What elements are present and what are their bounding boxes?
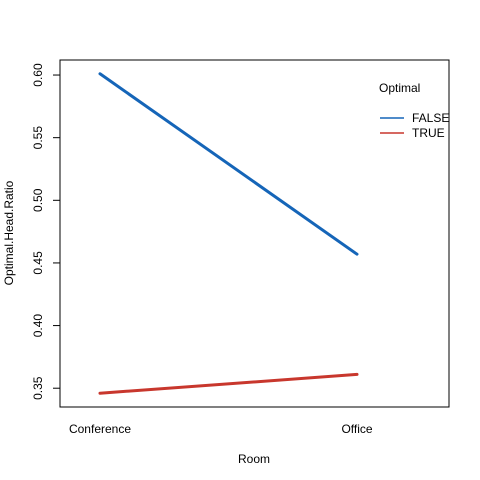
- y-tick-label: 0.55: [31, 126, 45, 150]
- x-axis-title: Room: [238, 452, 270, 466]
- legend-title: Optimal: [379, 81, 420, 95]
- y-tick-label: 0.35: [31, 376, 45, 400]
- series-lines: [98, 72, 359, 395]
- legend-label-false: FALSE: [412, 111, 449, 125]
- x-tick-label-conference: Conference: [69, 422, 131, 436]
- legend-label-true: TRUE: [412, 126, 445, 140]
- y-tick-label: 0.40: [31, 314, 45, 338]
- y-tick-label: 0.45: [31, 251, 45, 275]
- y-axis: 0.35 0.40 0.45 0.50 0.55 0.60: [31, 63, 61, 400]
- series-line-false: [98, 72, 359, 256]
- legend: Optimal FALSE TRUE: [379, 81, 449, 140]
- y-tick-label: 0.60: [31, 63, 45, 87]
- y-tick-label: 0.50: [31, 188, 45, 212]
- x-tick-label-office: Office: [341, 422, 372, 436]
- series-line-true: [98, 372, 359, 395]
- y-axis-title: Optimal.Head.Ratio: [2, 180, 16, 285]
